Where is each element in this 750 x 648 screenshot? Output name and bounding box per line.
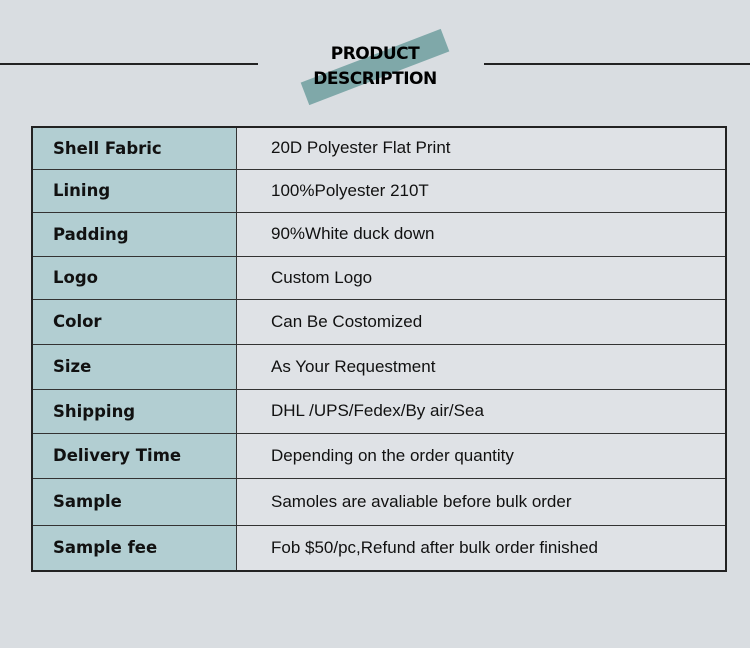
row-value: As Your Requestment [236,343,727,390]
row-value: 90%White duck down [236,211,727,257]
row-label: Delivery Time [31,432,237,479]
row-label: Shipping [31,388,237,434]
row-value: 20D Polyester Flat Print [236,126,727,170]
row-label: Lining [31,168,237,213]
title-line-1: PRODUCT [330,44,420,64]
table-row: Delivery Time Depending on the order quan… [31,432,727,479]
table-row: Shipping DHL /UPS/Fedex/By air/Sea [31,388,727,434]
table-row: Padding 90%White duck down [31,211,727,257]
row-label: Sample [31,477,237,526]
row-value: Custom Logo [236,255,727,300]
row-value: Samoles are avaliable before bulk order [236,477,727,526]
row-label: Size [31,343,237,390]
row-label: Shell Fabric [31,126,237,170]
table-row: Logo Custom Logo [31,255,727,300]
product-spec-table: Shell Fabric 20D Polyester Flat Print Lini… [31,126,727,572]
header-divider-right [484,63,750,65]
table-row: Size As Your Requestment [31,343,727,390]
table-row: Color Can Be Costomized [31,298,727,345]
row-value: Can Be Costomized [236,298,727,345]
section-title: PRODUCT DESCRIPTION [300,42,450,92]
row-label: Color [31,298,237,345]
title-line-2: DESCRIPTION [313,69,437,89]
table-row: Lining 100%Polyester 210T [31,168,727,213]
table-row: Sample Samoles are avaliable before bulk … [31,477,727,526]
row-label: Logo [31,255,237,300]
row-label: Sample fee [31,524,237,572]
row-value: Fob $50/pc,Refund after bulk order finis… [236,524,727,572]
table-row: Shell Fabric 20D Polyester Flat Print [31,126,727,170]
row-value: Depending on the order quantity [236,432,727,479]
table-row: Sample fee Fob $50/pc,Refund after bulk o… [31,524,727,572]
row-value: DHL /UPS/Fedex/By air/Sea [236,388,727,434]
row-value: 100%Polyester 210T [236,168,727,213]
row-label: Padding [31,211,237,257]
header-divider-left [0,63,258,65]
